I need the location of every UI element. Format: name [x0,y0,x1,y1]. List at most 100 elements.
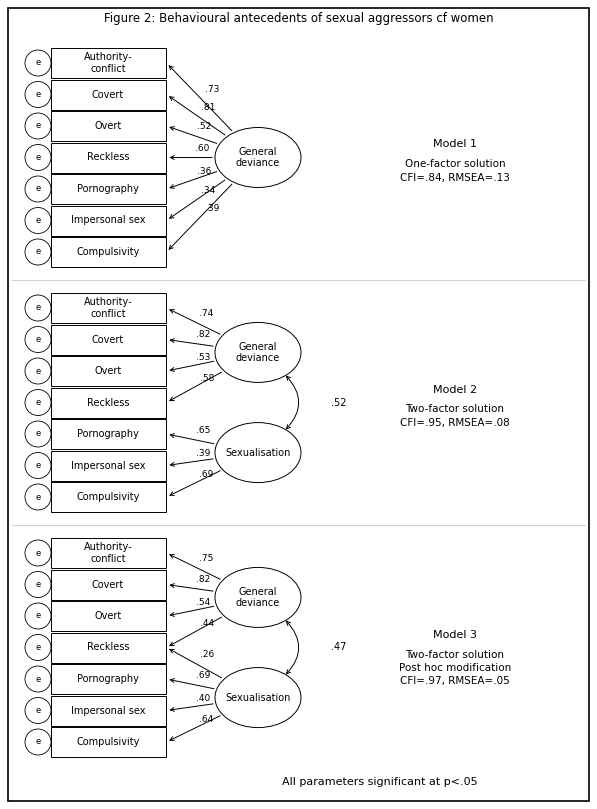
FancyBboxPatch shape [51,633,165,663]
Text: e: e [35,335,41,344]
Circle shape [25,207,51,234]
Text: .53: .53 [196,353,211,362]
Text: Compulsivity: Compulsivity [76,492,140,502]
Circle shape [25,113,51,139]
Text: Model 2: Model 2 [433,384,477,395]
FancyBboxPatch shape [8,8,589,801]
Text: Model 1: Model 1 [433,139,477,150]
FancyBboxPatch shape [51,538,165,568]
FancyBboxPatch shape [51,601,165,631]
Text: .34: .34 [201,187,216,196]
FancyBboxPatch shape [51,324,165,354]
Text: Pornography: Pornography [77,184,139,194]
Text: .74: .74 [199,309,213,318]
Text: e: e [35,738,41,747]
Text: e: e [35,248,41,256]
Text: e: e [35,58,41,67]
Text: One-factor solution
CFI=.84, RMSEA=.13: One-factor solution CFI=.84, RMSEA=.13 [400,159,510,183]
Text: Two-factor solution
Post hoc modification
CFI=.97, RMSEA=.05: Two-factor solution Post hoc modificatio… [399,650,511,686]
Text: e: e [35,216,41,225]
Text: Overt: Overt [94,366,122,376]
FancyBboxPatch shape [51,174,165,204]
Text: e: e [35,643,41,652]
Circle shape [25,666,51,692]
Text: Impersonal sex: Impersonal sex [71,460,145,471]
Text: Overt: Overt [94,611,122,621]
Text: Impersonal sex: Impersonal sex [71,215,145,226]
Text: .73: .73 [205,85,219,94]
Text: Covert: Covert [92,90,124,100]
FancyBboxPatch shape [51,142,165,172]
Text: e: e [35,121,41,130]
Text: .40: .40 [196,694,210,703]
Circle shape [25,484,51,510]
Circle shape [25,697,51,723]
Text: Sexualisation: Sexualisation [225,693,291,702]
Circle shape [25,145,51,171]
Text: Reckless: Reckless [87,153,129,163]
Text: .54: .54 [196,598,210,607]
Text: Two-factor solution
CFI=.95, RMSEA=.08: Two-factor solution CFI=.95, RMSEA=.08 [400,404,510,428]
Text: .39: .39 [205,204,219,213]
Text: Compulsivity: Compulsivity [76,247,140,257]
FancyBboxPatch shape [51,205,165,235]
Text: .69: .69 [199,470,213,479]
FancyBboxPatch shape [51,356,165,386]
FancyBboxPatch shape [51,696,165,726]
Circle shape [25,327,51,353]
Text: e: e [35,612,41,621]
FancyBboxPatch shape [51,237,165,267]
Text: Sexualisation: Sexualisation [225,447,291,458]
Text: .44: .44 [200,619,214,628]
Text: e: e [35,398,41,407]
Text: Pornography: Pornography [77,429,139,439]
Text: e: e [35,184,41,193]
FancyBboxPatch shape [51,451,165,481]
Text: General
deviance: General deviance [236,341,280,363]
Text: e: e [35,549,41,557]
Circle shape [25,389,51,416]
Circle shape [25,540,51,566]
Text: .47: .47 [331,642,347,653]
FancyBboxPatch shape [51,482,165,512]
Text: .65: .65 [196,426,211,435]
Ellipse shape [215,323,301,383]
Circle shape [25,176,51,202]
FancyBboxPatch shape [51,293,165,323]
Text: e: e [35,366,41,375]
Text: Reckless: Reckless [87,642,129,653]
Text: General
deviance: General deviance [236,146,280,168]
Text: Model 3: Model 3 [433,629,477,639]
Text: e: e [35,493,41,502]
Text: e: e [35,303,41,312]
FancyBboxPatch shape [51,79,165,109]
Text: .82: .82 [196,330,210,339]
Text: .69: .69 [196,671,211,680]
Text: .26: .26 [200,650,214,659]
FancyBboxPatch shape [51,570,165,599]
Text: .75: .75 [199,553,213,563]
Text: .60: .60 [195,145,210,154]
Circle shape [25,634,51,660]
Circle shape [25,239,51,265]
Text: Covert: Covert [92,334,124,345]
Circle shape [25,50,51,76]
Ellipse shape [215,422,301,483]
Text: e: e [35,675,41,684]
Text: Authority-
conflict: Authority- conflict [84,542,133,564]
Ellipse shape [215,567,301,628]
Text: .82: .82 [196,575,210,584]
Text: .52: .52 [331,397,347,408]
Text: Compulsivity: Compulsivity [76,737,140,747]
Text: e: e [35,90,41,99]
Text: Pornography: Pornography [77,674,139,684]
Text: e: e [35,580,41,589]
Text: Impersonal sex: Impersonal sex [71,705,145,715]
Ellipse shape [215,128,301,188]
Text: Authority-
conflict: Authority- conflict [84,297,133,319]
Circle shape [25,358,51,384]
Text: e: e [35,153,41,162]
FancyBboxPatch shape [51,48,165,78]
Text: e: e [35,706,41,715]
Circle shape [25,295,51,321]
